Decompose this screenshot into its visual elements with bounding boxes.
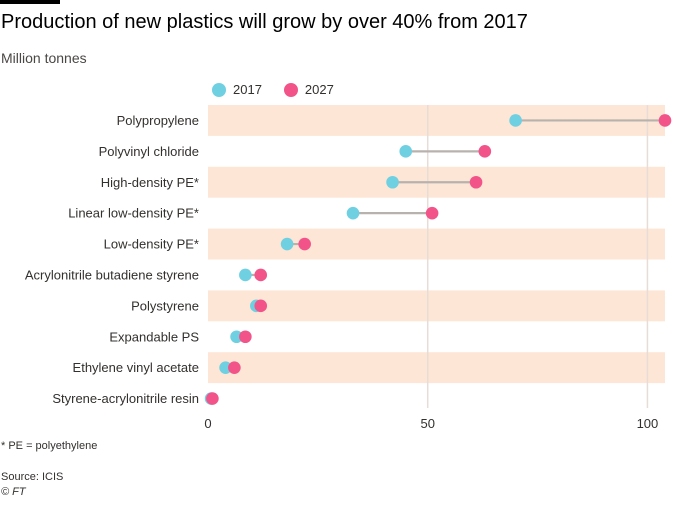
ft-top-rule	[0, 0, 60, 4]
series-2027-dots	[206, 114, 672, 405]
chart-legend: 2017 2027	[212, 82, 356, 97]
chart-title: Production of new plastics will grow by …	[1, 11, 528, 33]
category-label: Styrene-acrylonitrile resin	[52, 391, 199, 406]
dot-2027	[239, 330, 252, 344]
dot-2027	[254, 268, 268, 282]
dot-2027	[478, 145, 492, 158]
dot-2027	[658, 114, 672, 127]
category-label: High-density PE*	[101, 175, 199, 190]
legend-label-2017: 2017	[233, 82, 262, 97]
category-labels: Polypropylene Polyvinyl chloride High-dens…	[25, 113, 199, 406]
row-bands	[208, 105, 665, 384]
row-band	[208, 228, 665, 260]
footnote: * PE = polyethylene	[1, 440, 98, 452]
dot-2017	[509, 114, 522, 127]
source-note: Source: ICIS	[1, 471, 64, 483]
dot-2027	[425, 206, 439, 220]
legend-swatch-2027	[283, 82, 298, 97]
dot-2017	[386, 175, 399, 189]
x-tick-label: 50	[420, 416, 434, 431]
dot-2017	[230, 330, 243, 344]
category-label: Low-density PE*	[104, 237, 199, 252]
row-band	[208, 352, 665, 384]
dot-2017	[219, 361, 232, 374]
dot-2017	[239, 268, 252, 282]
dot-2027	[469, 175, 483, 189]
gridlines	[426, 105, 649, 408]
category-label: Acrylonitrile butadiene styrene	[25, 267, 199, 282]
category-label: Ethylene vinyl acetate	[73, 360, 199, 375]
dot-2027	[298, 237, 311, 251]
x-tick-label: 0	[204, 416, 211, 431]
dot-2017	[346, 206, 360, 220]
row-band	[208, 290, 665, 322]
legend-label-2027: 2027	[304, 82, 334, 97]
dot-2017	[399, 145, 413, 158]
legend-item-2027: 2027	[283, 82, 334, 97]
chart-subtitle: Million tonnes	[1, 50, 87, 66]
legend-item-2017: 2017	[212, 82, 262, 97]
category-label: Polyvinyl chloride	[99, 144, 199, 159]
category-label: Expandable PS	[109, 329, 199, 344]
x-tick-label: 100	[637, 416, 659, 431]
category-label: Linear low-density PE*	[68, 206, 199, 221]
copyright-note: © FT	[1, 486, 26, 498]
dot-2017	[280, 237, 294, 251]
dot-plot-chart: Polypropylene Polyvinyl chloride High-dens…	[25, 105, 672, 431]
x-tick-labels: 0 50 100	[204, 416, 658, 431]
dot-2027	[228, 361, 241, 374]
dot-2027	[254, 299, 268, 313]
legend-swatch-2017	[212, 82, 226, 97]
category-label: Polystyrene	[131, 298, 199, 313]
category-label: Polypropylene	[117, 113, 199, 128]
dot-2027	[206, 392, 219, 405]
